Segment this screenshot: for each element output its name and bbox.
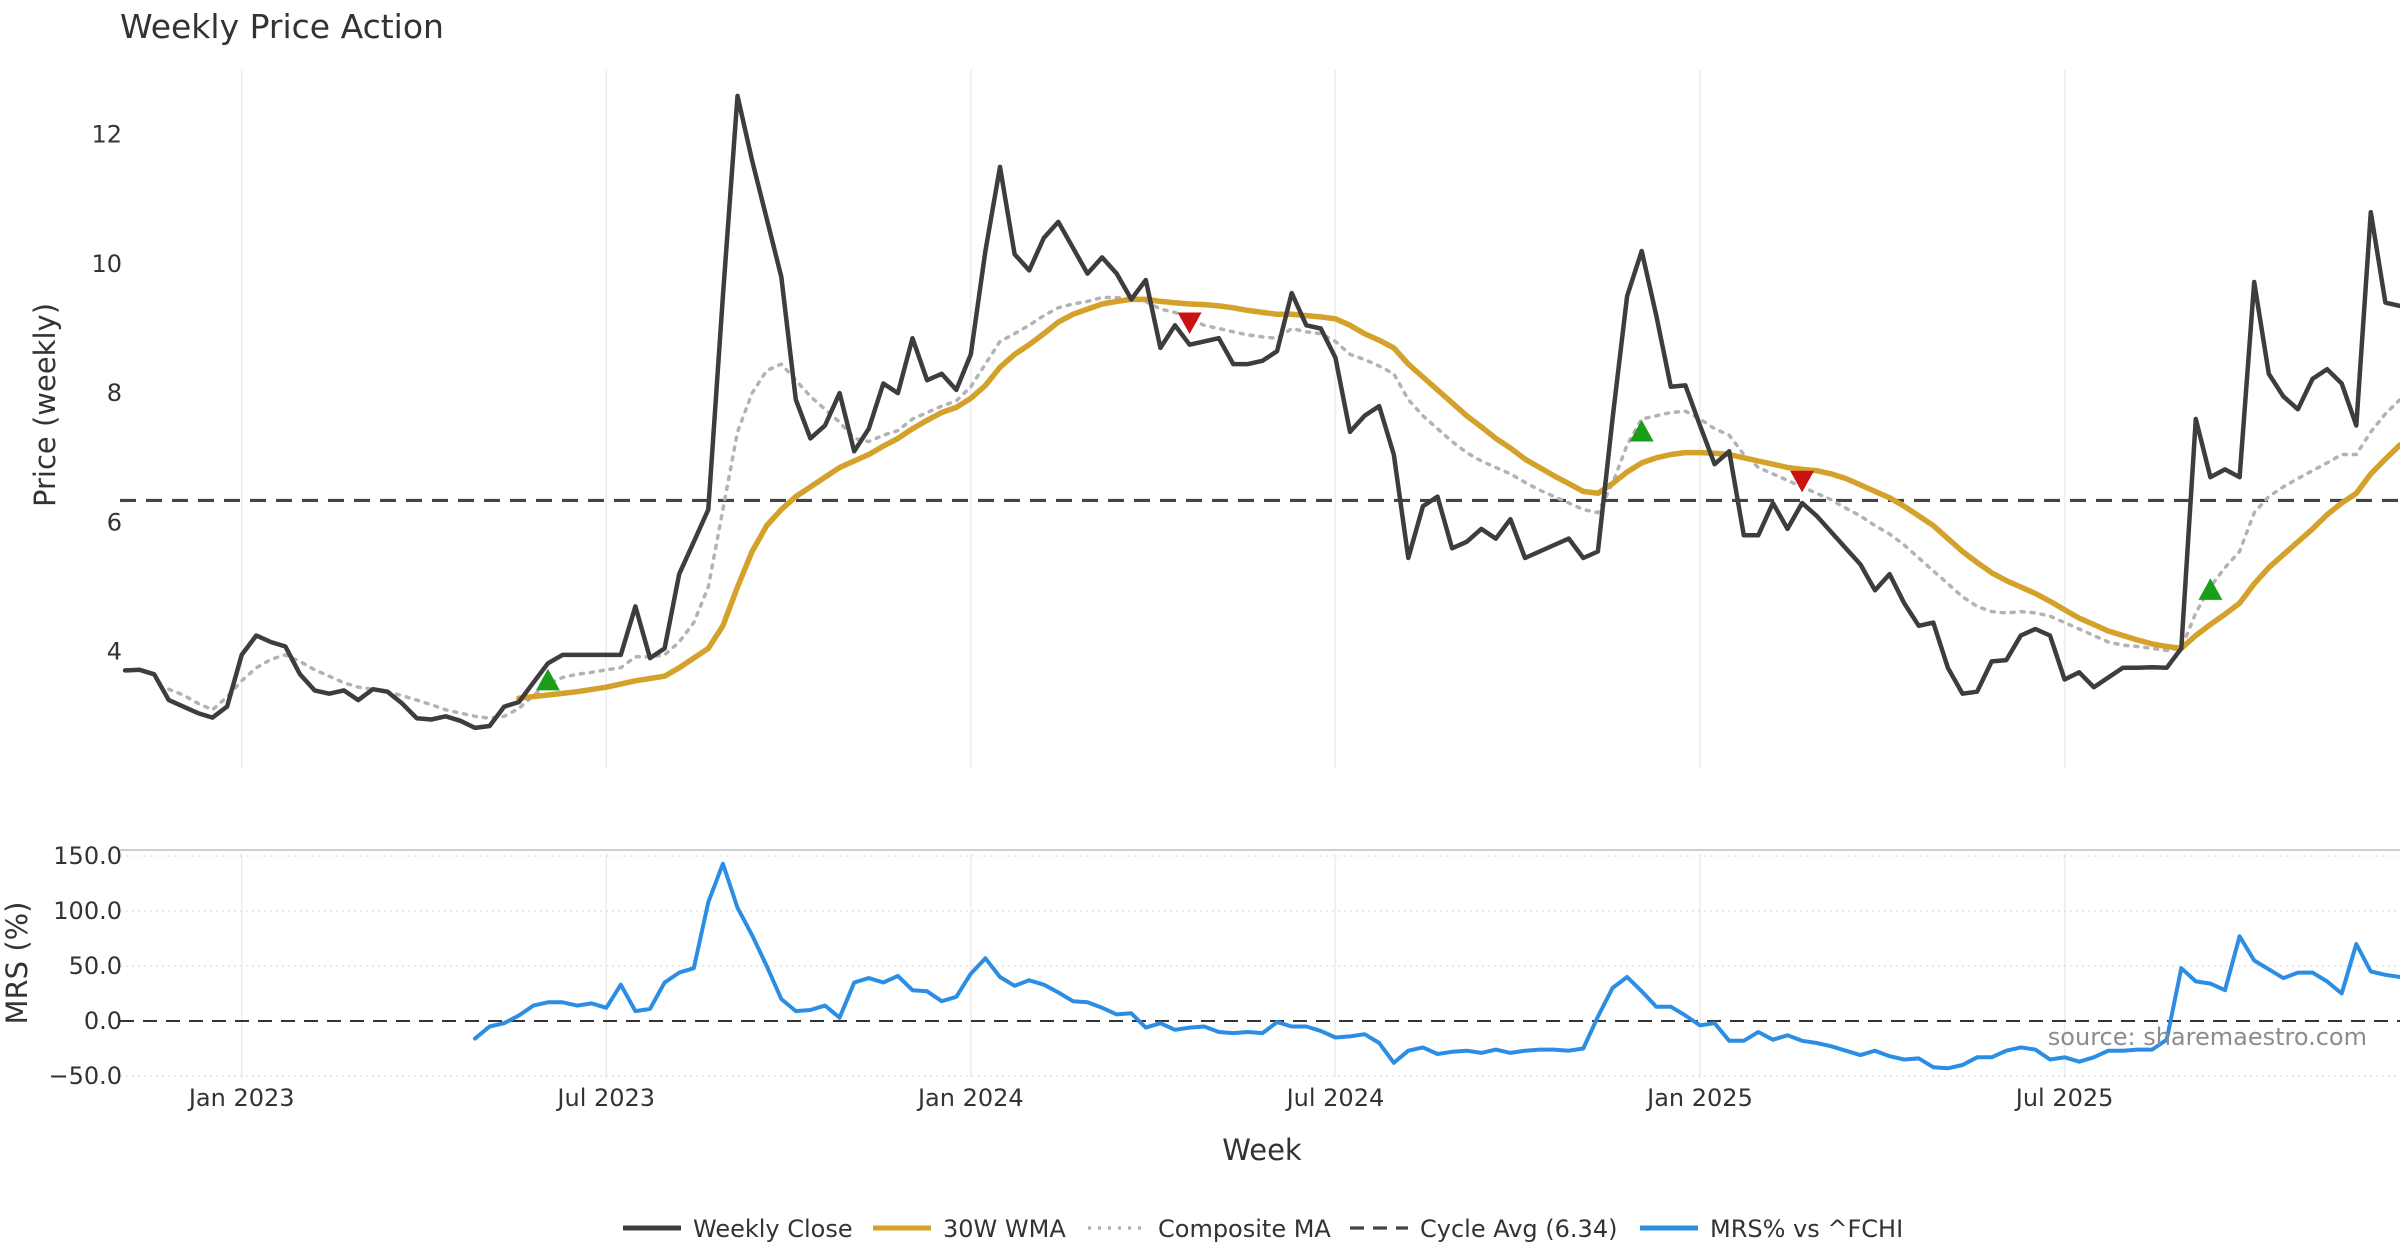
- x-tick-label: Jan 2025: [1645, 1084, 1753, 1112]
- mrs-y-tick-label: 0.0: [84, 1007, 122, 1035]
- price-gridlines: [240, 70, 2066, 768]
- x-tick-label: Jan 2023: [187, 1084, 295, 1112]
- price-y-tick-label: 6: [107, 508, 122, 536]
- mrs-line: [473, 861, 2400, 1071]
- x-axis-label: Week: [1222, 1133, 1302, 1167]
- price-y-axis-label: Price (weekly): [28, 303, 62, 507]
- price-y-tick-label: 12: [91, 121, 122, 149]
- x-tick-label: Jan 2024: [916, 1084, 1024, 1112]
- x-ticks: Jan 2023 Jul 2023 Jan 2024 Jul 2024 Jan 2025…: [187, 1084, 2114, 1112]
- chart-title: Weekly Price Action: [120, 7, 444, 46]
- buy-signal-marker: [1629, 419, 1654, 442]
- legend-label: MRS% vs ^FCHI: [1710, 1215, 1903, 1243]
- x-tick-label: Jul 2025: [2014, 1084, 2114, 1112]
- weekly-close-line: [122, 93, 2400, 731]
- price-y-tick-label: 8: [107, 379, 122, 407]
- price-y-tick-label: 4: [107, 638, 122, 666]
- mrs-y-tick-label: −50.0: [48, 1062, 122, 1090]
- mrs-y-axis-label: MRS (%): [0, 902, 34, 1025]
- legend-label: 30W WMA: [943, 1215, 1066, 1243]
- mrs-y-tick-label: 50.0: [69, 952, 122, 980]
- legend: Weekly Close 30W WMA Composite MA Cycle Avg…: [623, 1215, 1903, 1243]
- source-text: source: sharemaestro.com: [2048, 1023, 2367, 1051]
- mrs-y-tick-label: 100.0: [53, 897, 122, 925]
- x-tick-label: Jul 2023: [555, 1084, 655, 1112]
- price-series: [122, 93, 2400, 731]
- legend-label: Composite MA: [1158, 1215, 1331, 1243]
- mrs-y-tick-label: 150.0: [53, 842, 122, 870]
- x-tick-label: Jul 2024: [1285, 1084, 1385, 1112]
- wma-30w-line: [516, 296, 2400, 701]
- buy-signal-marker: [535, 668, 560, 691]
- price-panel: 4 6 8 10 12 Price (weekly): [28, 70, 2400, 768]
- mrs-y-ticks: 150.0 100.0 50.0 0.0 −50.0: [48, 842, 122, 1090]
- buy-signal-marker: [2198, 578, 2223, 600]
- price-y-tick-label: 10: [91, 250, 122, 278]
- signal-markers: [535, 312, 2223, 691]
- mrs-series: [473, 861, 2400, 1071]
- sell-signal-marker: [1177, 312, 1202, 335]
- sell-signal-marker: [1790, 470, 1815, 493]
- price-y-ticks: 4 6 8 10 12: [91, 121, 122, 666]
- legend-label: Weekly Close: [693, 1215, 853, 1243]
- legend-label: Cycle Avg (6.34): [1420, 1215, 1617, 1243]
- mrs-gridlines: [120, 854, 2400, 1078]
